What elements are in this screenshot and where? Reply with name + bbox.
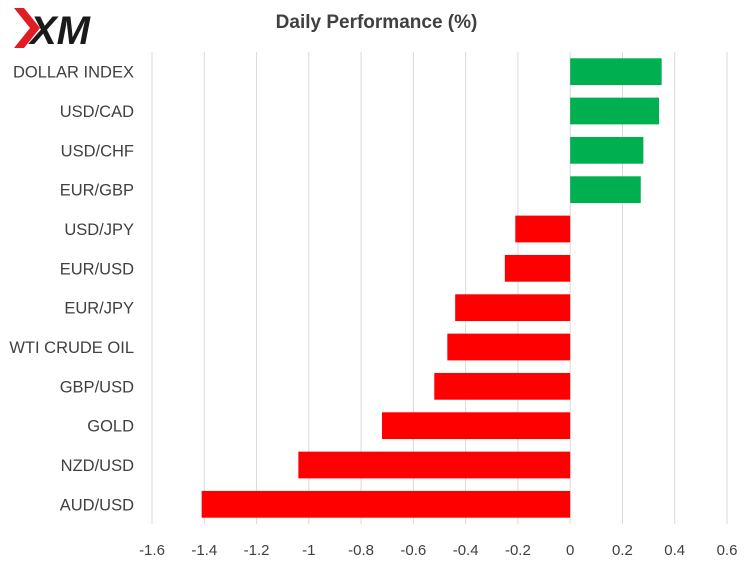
x-tick-label: -0.4 — [453, 542, 479, 559]
logo-text: XM — [28, 9, 92, 50]
category-label: USD/CHF — [61, 142, 134, 160]
category-label: EUR/GBP — [60, 182, 134, 200]
category-label: WTI CRUDE OIL — [9, 339, 134, 357]
x-tick-label: 0.2 — [612, 542, 633, 559]
category-label: USD/CAD — [60, 103, 134, 121]
x-tick-label: -0.2 — [505, 542, 531, 559]
bar — [570, 97, 660, 125]
category-label: EUR/USD — [60, 260, 134, 278]
x-tick-label: -0.6 — [400, 542, 426, 559]
bar — [504, 254, 571, 282]
bar — [515, 215, 571, 243]
category-label: EUR/JPY — [64, 300, 134, 318]
x-tick-label: 0.4 — [664, 542, 685, 559]
category-label: USD/JPY — [64, 221, 134, 239]
bar — [201, 490, 571, 518]
x-tick-label: -1 — [302, 542, 315, 559]
category-label: DOLLAR INDEX — [13, 64, 134, 82]
x-tick-label: -1.2 — [244, 542, 270, 559]
bar — [570, 136, 644, 164]
x-tick-label: 0.6 — [717, 542, 738, 559]
bar — [570, 176, 641, 204]
category-label: NZD/USD — [61, 457, 134, 475]
bar — [382, 412, 571, 440]
bar — [447, 333, 571, 361]
bar — [434, 372, 571, 400]
xm-logo-icon: XM — [14, 8, 92, 50]
chart-title: Daily Performance (%) — [275, 12, 478, 33]
bars — [201, 58, 662, 518]
category-label: GOLD — [87, 418, 134, 436]
bar — [570, 58, 662, 86]
category-labels: DOLLAR INDEX USD/CAD USD/CHF EUR/GBP USD/JPY… — [9, 64, 134, 515]
bar — [298, 451, 571, 479]
x-tick-label: -0.8 — [348, 542, 374, 559]
bar — [455, 294, 571, 322]
x-axis-tick-labels: -1.6 -1.4 -1.2 -1 -0.8 -0.6 -0.4 -0.2 0 0.2 0.4 0.6 — [139, 542, 737, 559]
x-tick-label: -1.4 — [191, 542, 217, 559]
category-label: AUD/USD — [60, 496, 134, 514]
gridlines — [151, 52, 728, 524]
x-tick-label: 0 — [566, 542, 574, 559]
x-tick-label: -1.6 — [139, 542, 165, 559]
category-label: GBP/USD — [60, 378, 134, 396]
